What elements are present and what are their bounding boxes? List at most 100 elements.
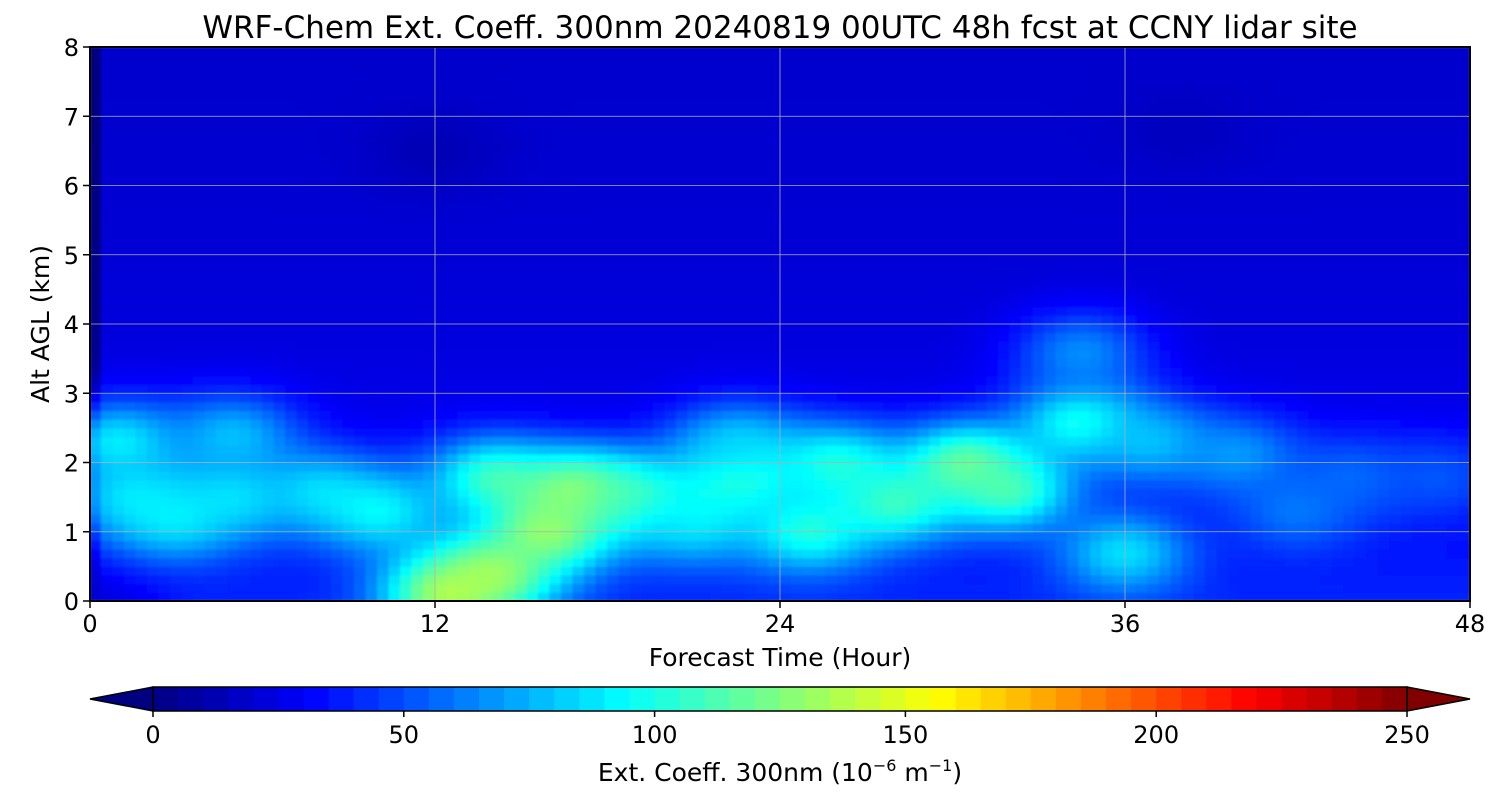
heatmap-cell — [756, 176, 769, 186]
heatmap-cell — [653, 47, 666, 57]
heatmap-cell — [814, 340, 827, 351]
heatmap-cell — [814, 410, 827, 420]
heatmap-cell — [676, 141, 689, 152]
heatmap-cell — [204, 89, 217, 100]
heatmap-cell — [768, 522, 781, 533]
heatmap-cell — [618, 401, 631, 412]
heatmap-cell — [618, 513, 631, 524]
heatmap-cell — [756, 340, 769, 351]
heatmap-cell — [457, 254, 470, 264]
heatmap-cell — [733, 107, 746, 117]
heatmap-cell — [158, 72, 171, 83]
heatmap-cell — [112, 565, 125, 576]
heatmap-cell — [710, 176, 723, 186]
heatmap-cell — [101, 297, 114, 308]
heatmap-cell — [664, 72, 677, 83]
heatmap-cell — [354, 557, 367, 567]
heatmap-cell — [860, 444, 873, 455]
heatmap-cell — [538, 176, 551, 186]
heatmap-cell — [664, 185, 677, 195]
heatmap-cell — [630, 462, 643, 472]
heatmap-cell — [90, 219, 102, 230]
heatmap-cell — [124, 366, 137, 377]
heatmap-cell — [779, 557, 792, 567]
heatmap-cell — [423, 375, 436, 386]
heatmap-cell — [90, 236, 102, 247]
heatmap-cell — [90, 167, 102, 178]
heatmap-cell — [722, 150, 735, 161]
heatmap-cell — [181, 332, 194, 342]
heatmap-cell — [285, 280, 298, 290]
heatmap-cell — [572, 557, 585, 567]
heatmap-cell — [825, 115, 838, 126]
heatmap-cell — [308, 574, 321, 585]
heatmap-cell — [515, 444, 528, 455]
heatmap-cell — [814, 375, 827, 386]
heatmap-cell — [480, 193, 493, 204]
heatmap-cell — [262, 513, 275, 524]
heatmap-cell — [193, 176, 206, 186]
heatmap-cell — [664, 557, 677, 567]
heatmap-cell — [584, 150, 597, 161]
heatmap-cell — [906, 55, 919, 65]
heatmap-cell — [779, 81, 792, 91]
heatmap-cell — [285, 384, 298, 394]
heatmap-cell — [135, 418, 148, 429]
heatmap-cell — [549, 349, 562, 360]
heatmap-cell — [469, 453, 482, 463]
heatmap-cell — [388, 436, 401, 446]
heatmap-cell — [526, 340, 539, 351]
heatmap-cell — [365, 479, 378, 489]
heatmap-cell — [791, 531, 804, 541]
heatmap-cell — [273, 349, 286, 360]
heatmap-cell — [181, 280, 194, 290]
heatmap-cell — [285, 254, 298, 264]
heatmap-cell — [768, 479, 781, 489]
heatmap-cell — [653, 340, 666, 351]
heatmap-cell — [296, 410, 309, 420]
heatmap-cell — [607, 539, 620, 550]
heatmap-cell — [952, 340, 965, 351]
heatmap-cell — [917, 591, 930, 601]
heatmap-cell — [112, 314, 125, 325]
heatmap-cell — [641, 306, 654, 316]
heatmap-cell — [538, 436, 551, 446]
heatmap-cell — [434, 159, 447, 169]
heatmap-cell — [561, 513, 574, 524]
heatmap-cell — [768, 202, 781, 212]
heatmap-cell — [710, 228, 723, 238]
heatmap-cell — [112, 236, 125, 247]
heatmap-cell — [779, 236, 792, 247]
heatmap-cell — [756, 89, 769, 100]
heatmap-cell — [469, 210, 482, 221]
heatmap-cell — [860, 522, 873, 533]
heatmap-cell — [90, 375, 102, 386]
heatmap-cell — [308, 176, 321, 186]
heatmap-cell — [745, 539, 758, 550]
heatmap-cell — [331, 436, 344, 446]
heatmap-cell — [975, 366, 988, 377]
heatmap-cell — [814, 306, 827, 316]
heatmap-cell — [147, 323, 160, 334]
heatmap-cell — [802, 513, 815, 524]
heatmap-cell — [227, 496, 240, 507]
heatmap-cell — [239, 228, 252, 238]
heatmap-cell — [423, 531, 436, 541]
heatmap-cell — [181, 202, 194, 212]
heatmap-cell — [975, 254, 988, 264]
heatmap-cell — [515, 401, 528, 412]
heatmap-cell — [112, 349, 125, 360]
heatmap-cell — [664, 288, 677, 299]
heatmap-cell — [112, 384, 125, 394]
heatmap-cell — [90, 574, 102, 585]
heatmap-cell — [664, 297, 677, 308]
heatmap-cell — [135, 55, 148, 65]
heatmap-cell — [285, 89, 298, 100]
heatmap-cell — [457, 133, 470, 143]
heatmap-cell — [814, 436, 827, 446]
heatmap-cell — [975, 297, 988, 308]
heatmap-cell — [446, 583, 459, 593]
heatmap-cell — [365, 63, 378, 74]
heatmap-cell — [526, 401, 539, 412]
heatmap-cell — [906, 323, 919, 334]
